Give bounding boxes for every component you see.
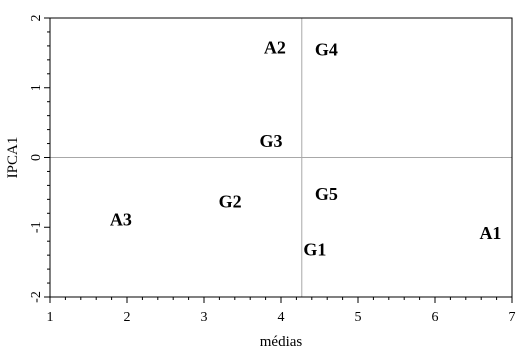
point-label-a1: A1 — [479, 223, 501, 243]
y-tick-label: -2 — [29, 291, 44, 303]
y-tick-label: 0 — [29, 154, 44, 161]
x-tick-label: 4 — [278, 310, 285, 325]
x-tick-label: 5 — [355, 310, 362, 325]
x-tick-label: 2 — [124, 310, 131, 325]
axis-ticks: 1 2 3 4 5 6 7 -2 -1 0 1 2 — [29, 15, 516, 326]
y-tick-label: 2 — [29, 15, 44, 22]
x-tick-label: 6 — [432, 310, 439, 325]
point-label-g2: G2 — [219, 191, 242, 211]
point-labels: A1 A2 A3 G1 G2 G3 G4 G5 — [110, 37, 502, 259]
point-label-a3: A3 — [110, 210, 132, 230]
y-axis-title: IPCA1 — [5, 137, 21, 179]
reference-lines — [50, 18, 512, 297]
x-tick-label: 1 — [47, 310, 54, 325]
point-label-a2: A2 — [264, 37, 286, 57]
point-label-g4: G4 — [315, 39, 338, 59]
point-label-g1: G1 — [303, 240, 326, 260]
point-label-g3: G3 — [259, 131, 282, 151]
x-tick-label: 3 — [201, 310, 208, 325]
x-tick-label: 7 — [509, 310, 516, 325]
x-axis-title: médias — [260, 334, 303, 350]
y-tick-label: -1 — [29, 221, 44, 233]
point-label-g5: G5 — [315, 184, 338, 204]
y-tick-label: 1 — [29, 84, 44, 91]
